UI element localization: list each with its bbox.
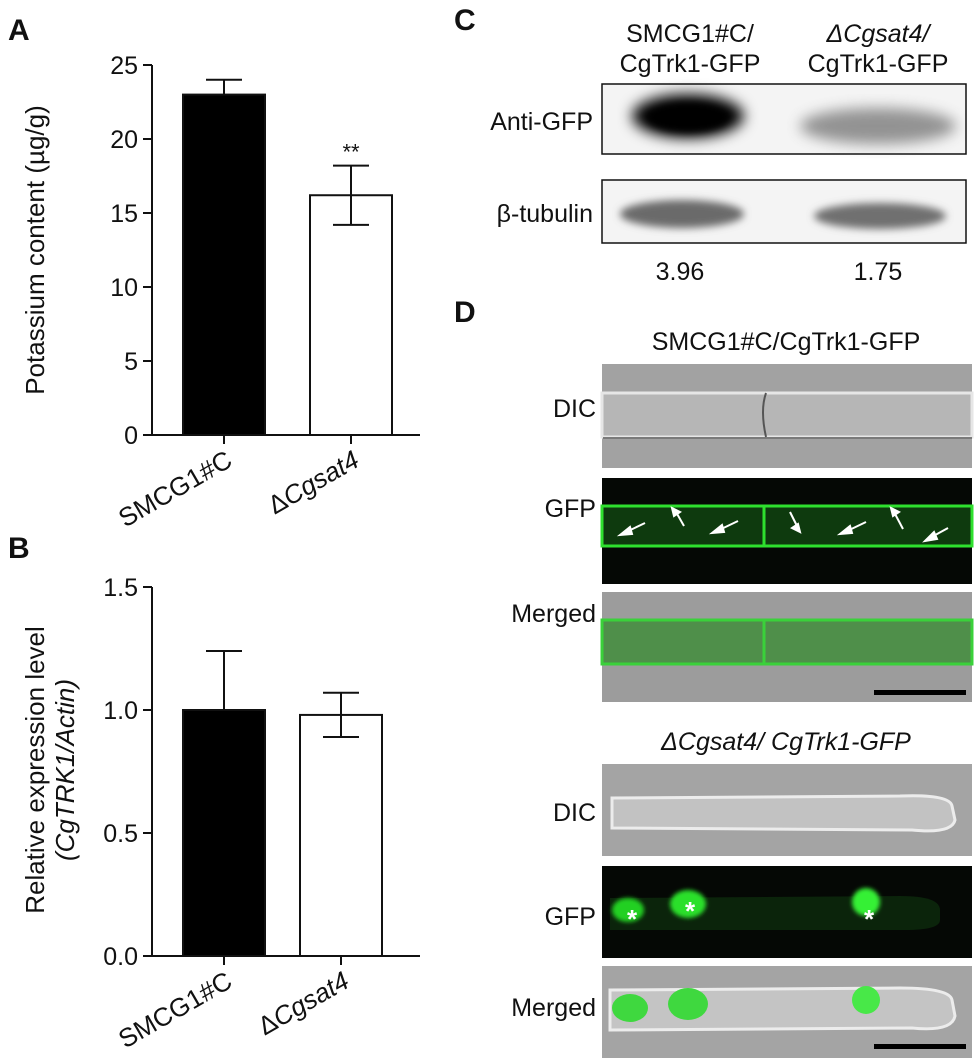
bottom-gfp-label: GFP	[545, 903, 596, 931]
top-gfp-label: GFP	[545, 495, 596, 523]
top-dic-image	[600, 364, 974, 468]
y-tick-label: 1.5	[103, 574, 138, 602]
gfp-vacuole-1	[612, 898, 644, 922]
panel-a-chart: 0 5 10 15 20 25 SMCG1#C ** ΔCgsat4 Potassium cont…	[20, 52, 420, 533]
panel-d-microscopy: D SMCG1#C/CgTrk1-GFP DIC GFP	[454, 296, 974, 1058]
blot-row-label-anti-gfp: Anti-GFP	[490, 108, 593, 136]
scale-bar-bottom	[874, 1044, 966, 1049]
blot-ratio-value-1: 3.96	[656, 258, 705, 286]
blot-ratio-value-2: 1.75	[854, 258, 903, 286]
bar	[182, 709, 266, 957]
y-tick-label: 25	[110, 52, 138, 80]
tubulin-band-1	[620, 200, 744, 228]
x-tick-label: ΔCgsat4	[253, 965, 354, 1041]
panel-d-letter: D	[454, 296, 476, 329]
tubulin-band-2	[814, 203, 946, 229]
scale-bar-top	[874, 690, 966, 695]
blot-col2-header-line2: CgTrk1-GFP	[808, 50, 949, 78]
gfp-band-weak	[800, 108, 956, 144]
top-merged-label: Merged	[511, 600, 596, 628]
gfp-star-1: *	[627, 904, 638, 934]
bar	[299, 713, 383, 957]
blot-col2-header-line1: ΔCgsat4/	[826, 20, 933, 48]
gfp-vacuole-3	[852, 888, 880, 916]
panel-c-western-blot: C SMCG1#C/ CgTrk1-GFP ΔCgsat4/ CgTrk1-GF…	[454, 4, 967, 286]
top-gfp-arrows	[616, 506, 949, 543]
panel-c-letter: C	[454, 4, 476, 37]
y-axis-label: Potassium content (µg/g)	[20, 105, 50, 395]
merged-vacuole-1	[612, 994, 648, 1022]
x-tick-label: SMCG1#C	[113, 965, 237, 1054]
panel-b-chart: 0.0 0.5 1.0 1.5 SMCG1#C ΔCgsat4 Relative expre…	[20, 574, 420, 1054]
x-tick-label: ΔCgsat4	[263, 444, 364, 520]
gfp-star-2: *	[685, 896, 696, 926]
blot-row-label-tubulin: β-tubulin	[497, 200, 593, 228]
bottom-merged-image	[602, 966, 972, 1058]
y-tick-label: 1.0	[103, 697, 138, 725]
gfp-vacuole-2	[670, 890, 706, 918]
x-tick-label: SMCG1#C	[113, 444, 237, 533]
top-gfp-image	[600, 478, 974, 584]
bottom-dic-image	[602, 764, 972, 856]
panel-b-letter: B	[8, 532, 30, 565]
y-tick-label: 0.5	[103, 820, 138, 848]
bar	[309, 194, 393, 436]
y-tick-label: 20	[110, 126, 138, 154]
gfp-band-core	[648, 104, 728, 132]
blot-col1-header-line1: SMCG1#C/	[626, 20, 754, 48]
y-tick-label: 10	[110, 274, 138, 302]
y-tick-label: 5	[124, 348, 138, 376]
bar	[182, 93, 266, 436]
blot-strip-anti-gfp	[601, 83, 967, 155]
significance-mark: **	[342, 140, 360, 165]
y-tick-label: 0.0	[103, 943, 138, 971]
bottom-dic-label: DIC	[553, 799, 596, 827]
bottom-merged-label: Merged	[511, 994, 596, 1022]
top-merged-image	[600, 592, 974, 702]
microscopy-top-title: SMCG1#C/CgTrk1-GFP	[652, 328, 921, 356]
merged-vacuole-2	[668, 988, 708, 1020]
y-axis-label-line1: Relative expression level	[20, 626, 50, 914]
y-tick-label: 0	[124, 422, 138, 450]
y-axis-label-line2: (CgTRK1/Actin)	[50, 679, 80, 861]
merged-vacuole-3	[852, 986, 880, 1014]
top-dic-label: DIC	[553, 395, 596, 423]
microscopy-bottom-title: ΔCgsat4/ CgTrk1-GFP	[660, 728, 911, 756]
blot-col1-header-line2: CgTrk1-GFP	[620, 50, 761, 78]
gfp-star-3: *	[864, 904, 875, 934]
panel-a-letter: A	[8, 14, 30, 47]
blot-strip-tubulin	[601, 179, 967, 244]
y-tick-label: 15	[110, 200, 138, 228]
bottom-gfp-image: * * *	[602, 866, 972, 958]
